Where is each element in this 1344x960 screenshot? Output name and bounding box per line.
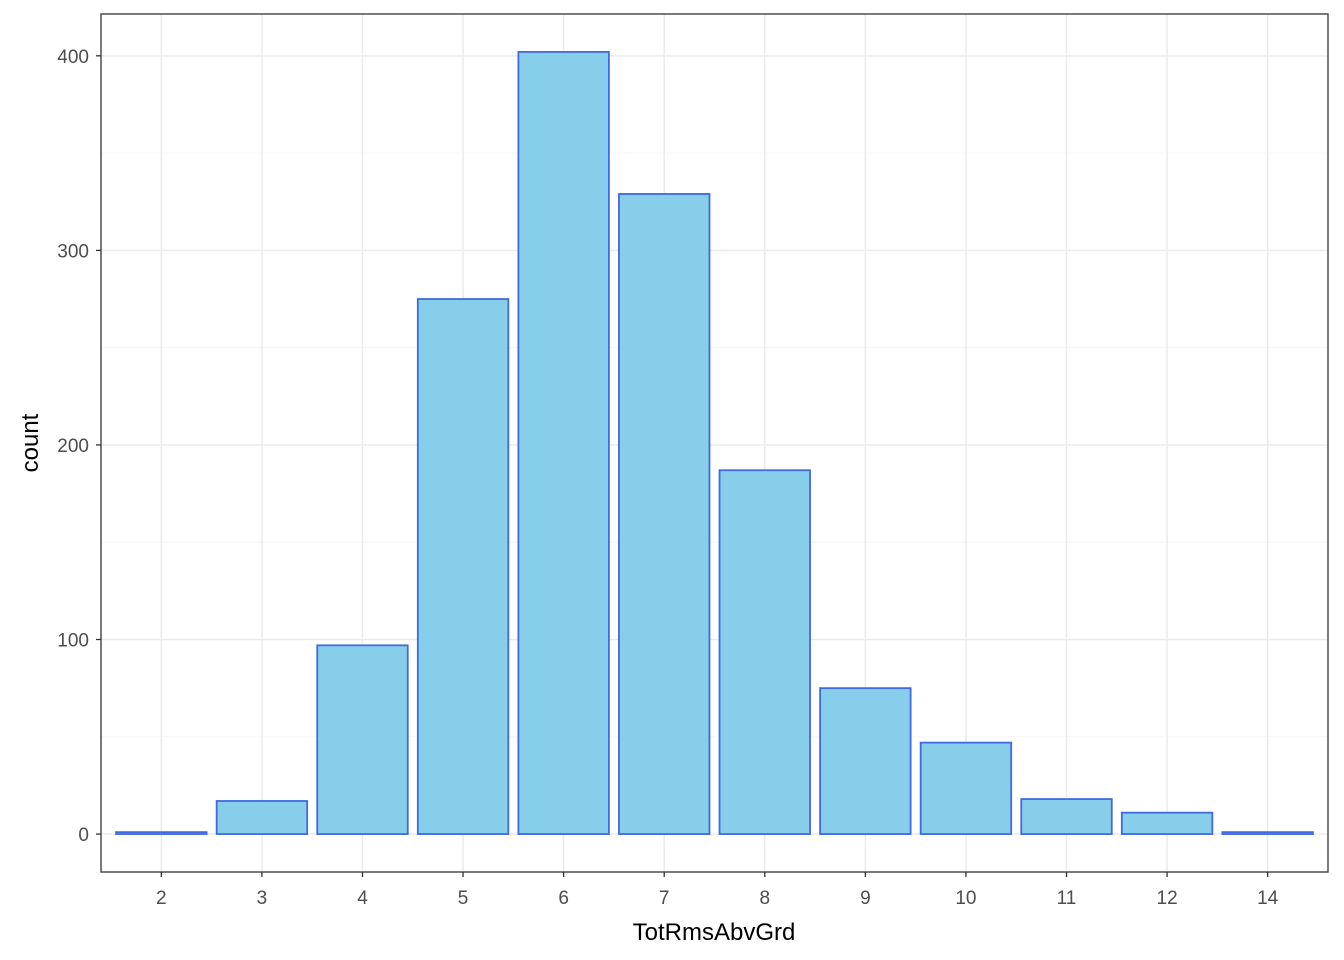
y-tick-label: 300 (57, 241, 89, 262)
bar-9 (819, 687, 912, 835)
x-axis-title: TotRmsAbvGrd (633, 919, 796, 946)
x-tick-label: 12 (1157, 888, 1178, 909)
y-tick-label: 400 (57, 47, 89, 68)
bar-11 (1020, 798, 1113, 835)
x-axis-ticks: 2 3 4 5 6 7 8 9 10 11 12 14 (156, 872, 1279, 909)
x-tick-label: 5 (458, 888, 469, 909)
major-gridlines (101, 14, 1328, 872)
x-tick-label: 3 (257, 888, 268, 909)
x-tick-label: 9 (860, 888, 871, 909)
bar-10 (919, 741, 1013, 835)
x-tick-label: 11 (1057, 888, 1077, 909)
bar-14 (1221, 831, 1314, 835)
y-tick-label: 0 (78, 825, 89, 846)
bar-7 (618, 193, 711, 835)
x-tick-label: 4 (357, 888, 368, 909)
x-tick-label: 2 (156, 888, 167, 909)
bar-3 (215, 800, 309, 835)
x-tick-label: 10 (955, 888, 976, 909)
bar-5 (416, 298, 510, 835)
panel-border (100, 13, 1329, 873)
bar-4 (316, 644, 409, 835)
y-tick-label: 200 (57, 436, 89, 457)
y-axis-title: count (17, 413, 44, 472)
bar-8 (718, 469, 811, 835)
x-tick-label: 7 (659, 888, 670, 909)
y-tick-label: 100 (57, 631, 89, 652)
bar-12 (1120, 811, 1214, 835)
bar-2 (115, 831, 208, 835)
x-tick-label: 8 (759, 888, 770, 909)
x-tick-label: 6 (558, 888, 569, 909)
bar-6 (517, 51, 610, 835)
y-axis-ticks: 0 100 200 300 400 (57, 47, 101, 846)
x-tick-label: 14 (1257, 888, 1279, 909)
minor-gridlines (101, 152, 1328, 738)
bars (115, 51, 1314, 835)
